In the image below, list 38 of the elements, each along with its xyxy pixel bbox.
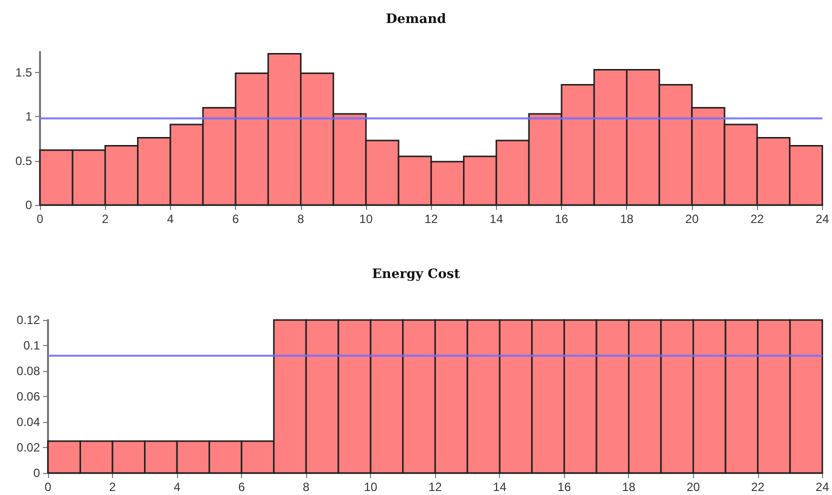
- x-tick-label: 2: [102, 212, 109, 226]
- y-tick-label: 0.02: [16, 440, 40, 454]
- x-tick-label: 24: [816, 212, 830, 226]
- x-tick-label: 22: [750, 212, 764, 226]
- y-tick-label: 0.12: [16, 313, 40, 327]
- x-tick-label: 18: [622, 480, 636, 494]
- y-tick-label: 0: [33, 466, 40, 480]
- y-tick-label: 1: [25, 110, 32, 124]
- y-tick-label: 0.06: [16, 390, 40, 404]
- y-tick-label: 1.5: [15, 65, 32, 80]
- chart-title: Demand: [386, 12, 446, 27]
- x-tick-label: 10: [359, 212, 373, 226]
- x-tick-label: 4: [174, 480, 181, 494]
- x-tick-label: 18: [620, 212, 634, 226]
- y-tick-label: 0.5: [15, 154, 32, 168]
- x-tick-label: 2: [109, 480, 116, 494]
- x-tick-label: 4: [167, 212, 174, 226]
- x-tick-label: 14: [490, 212, 504, 226]
- x-tick-label: 6: [238, 480, 246, 494]
- x-tick-label: 16: [558, 480, 572, 494]
- x-tick-label: 0: [44, 480, 52, 494]
- y-tick-label: 0.1: [23, 338, 40, 352]
- x-tick-label: 20: [686, 480, 700, 494]
- x-tick-label: 14: [493, 480, 507, 494]
- x-tick-label: 20: [685, 212, 699, 226]
- chart-title: Energy Cost: [372, 267, 460, 282]
- x-tick-label: 24: [816, 480, 830, 494]
- x-tick-label: 8: [297, 212, 304, 226]
- x-tick-label: 16: [554, 212, 569, 226]
- x-tick-label: 10: [364, 480, 378, 494]
- x-tick-label: 6: [232, 212, 240, 226]
- y-tick-label: 0.04: [16, 415, 40, 429]
- x-tick-label: 22: [751, 480, 765, 494]
- y-tick-label: 0: [25, 198, 32, 212]
- x-tick-label: 8: [302, 480, 310, 494]
- x-tick-label: 12: [428, 480, 442, 494]
- y-tick-label: 0.08: [16, 364, 40, 378]
- x-tick-label: 12: [424, 212, 438, 226]
